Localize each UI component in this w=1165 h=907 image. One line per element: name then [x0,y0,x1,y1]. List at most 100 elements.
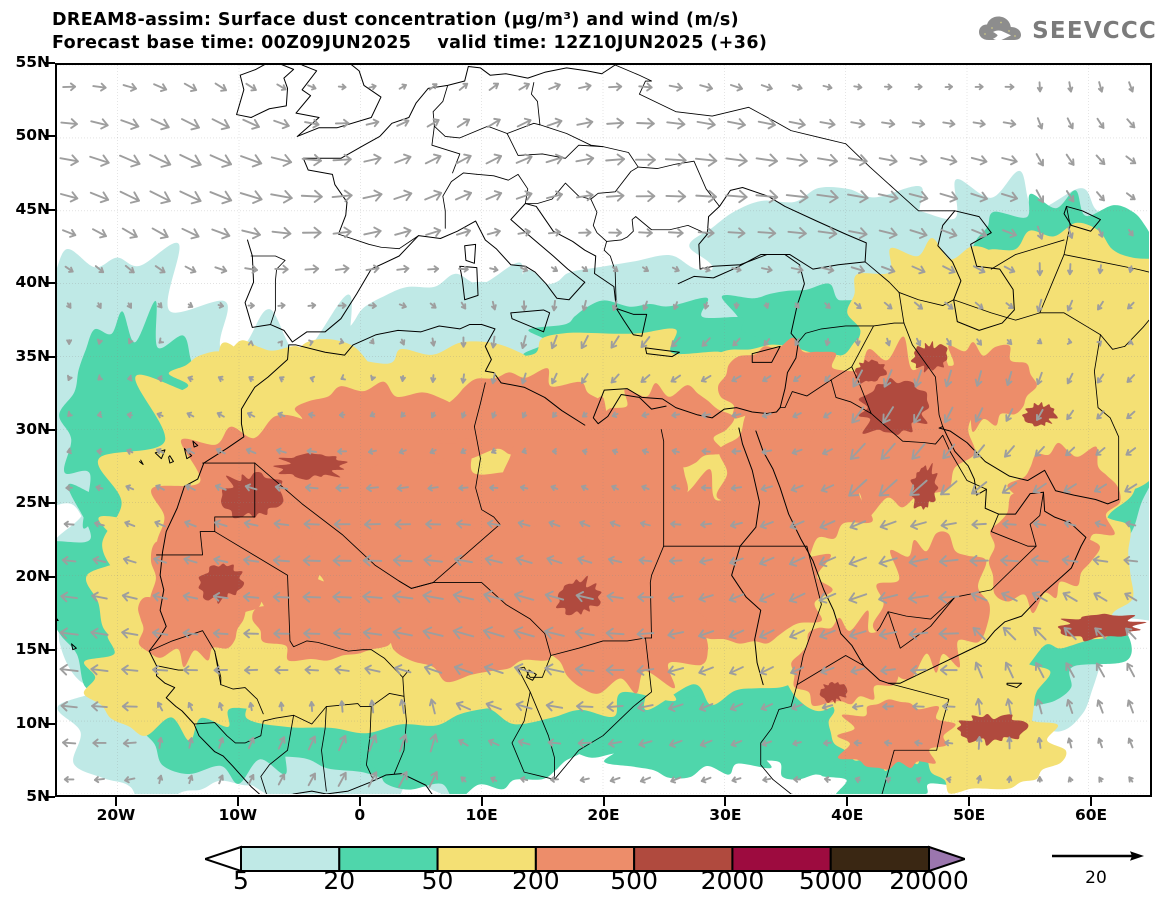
wind-arrow [641,777,650,782]
wind-arrow [977,737,982,749]
y-tick [45,355,55,358]
wind-arrow [881,667,895,675]
wind-arrow [309,413,314,418]
wind-arrow [545,628,564,639]
wind-arrow [1126,521,1135,526]
wind-arrow [187,449,194,454]
wind-arrow [214,630,228,638]
wind-arrow [1032,556,1048,565]
wind-arrow [459,740,468,746]
wind-arrow [397,119,408,125]
wind-arrow [1006,372,1011,385]
wind-arrow [487,702,501,710]
wind-arrow [219,703,223,710]
coastlines-and-borders [57,65,1149,794]
wind-arrow [671,777,680,782]
wind-arrow [553,449,556,454]
wind-arrow [305,120,319,128]
dust-contour-region [165,340,334,430]
wind-arrow [122,629,137,638]
wind-arrow [1037,300,1042,312]
wind-arrow [242,228,260,238]
wind-arrow [853,370,862,386]
wind-arrow [275,667,287,674]
dust-contour-region [910,463,939,510]
wind-arrow [211,155,232,167]
dust-contour-region [837,699,956,770]
wind-arrow [277,449,286,454]
wind-arrow [553,413,556,417]
wind-arrow [974,445,984,457]
wind-arrow [459,485,467,490]
wind-arrow [794,777,800,782]
wind-arrow [425,191,441,200]
wind-arrow [581,777,589,782]
wind-arrow [732,485,741,490]
wind-arrow [399,772,407,787]
wind-arrow [338,449,346,454]
wind-arrow [184,593,197,601]
wind-arrow [1127,664,1134,677]
wind-arrow [1068,738,1072,747]
wind-arrow [125,777,134,782]
wind-arrow [699,594,712,602]
wind-arrow [704,303,708,309]
wind-arrow [607,629,624,638]
colorbar-segment-3 [436,846,537,872]
wind-arrow [576,628,594,638]
wind-arrow [850,557,866,566]
wind-arrow [1068,118,1073,128]
wind-arrow [546,592,563,602]
wind-arrow [549,229,560,235]
wind-arrow [492,302,496,310]
wind-arrow [726,191,746,202]
wind-arrow [1004,120,1016,126]
wind-arrow [277,84,285,90]
wind-arrow [1097,664,1104,677]
wind-arrow [913,703,924,709]
wind-arrow [1068,228,1072,238]
x-tick [480,797,483,806]
wind-arrow [1067,411,1073,419]
wind-arrow [310,702,314,711]
wind-arrow [305,265,318,272]
wind-arrow [642,485,648,490]
wind-arrow [128,376,131,381]
wind-arrow [460,84,468,90]
wind-arrow [424,628,443,639]
wind-arrow [1067,155,1074,165]
y-tick [45,135,55,138]
wind-arrow [609,229,621,236]
wind-arrow [820,557,836,566]
y-tick-label-45N: 45N [15,199,50,218]
wind-arrow [763,777,770,782]
wind-arrow [485,664,503,674]
wind-arrow [488,521,500,528]
wind-arrow [249,703,253,710]
wind-arrow [68,412,72,416]
wind-arrow [583,301,587,310]
wind-arrow [666,191,685,202]
x-tick-label-20E: 20E [587,806,620,824]
wind-arrow [1097,341,1101,345]
wind-arrow [150,155,170,167]
wind-arrow [1129,341,1133,345]
wind-arrow [915,303,922,309]
wind-arrow [761,522,773,529]
title-line-2: Forecast base time: 00Z09JUN2025 valid t… [52,33,768,53]
wind-arrow [854,85,861,90]
wind-arrow [457,702,470,710]
y-tick-label-35N: 35N [15,346,50,365]
wind-arrow [214,557,227,564]
wind-arrow [550,521,560,527]
wind-arrow [642,375,650,382]
wind-arrow [945,408,953,423]
wind-arrow [522,374,526,384]
wind-arrow [521,485,527,490]
x-tick-label-30E: 30E [709,806,742,824]
wind-arrow [1128,375,1135,382]
wind-arrow [1067,191,1074,201]
wind-arrow [462,412,466,417]
wind-arrow [733,339,739,346]
wind-arrow [914,407,923,422]
